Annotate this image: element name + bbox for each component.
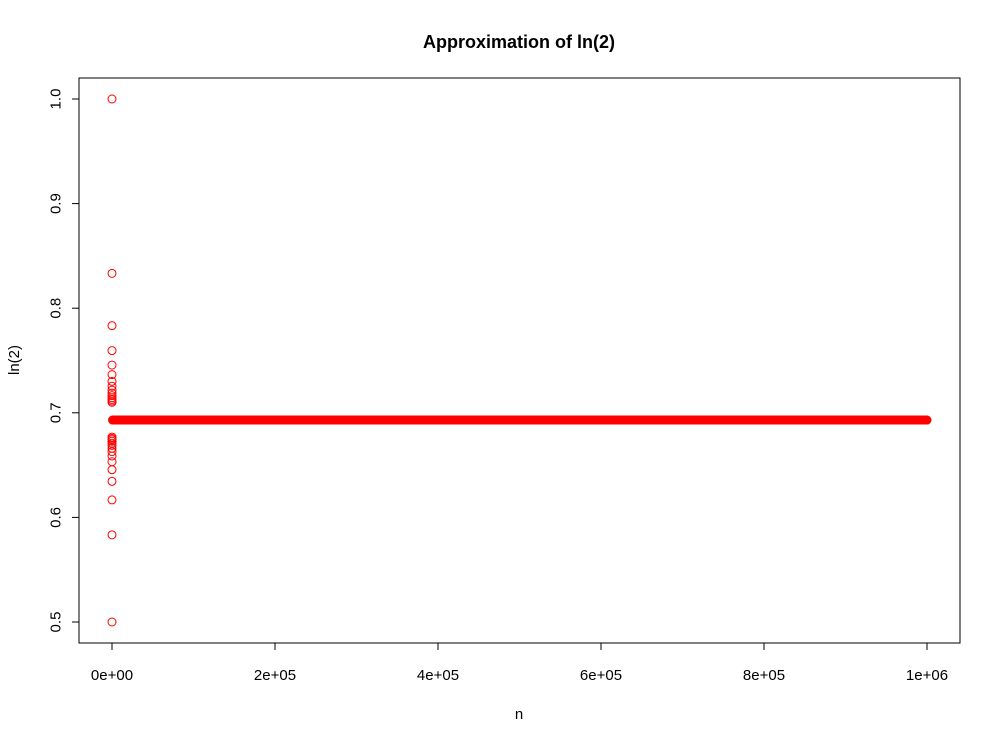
data-point [107, 94, 117, 104]
y-tick-label: 1.0 [48, 89, 65, 110]
x-axis: 0e+00 2e+05 4e+05 6e+05 8e+05 1e+06 [91, 642, 948, 684]
x-tick-label: 4e+05 [417, 667, 459, 684]
data-point [107, 432, 117, 442]
chart-title: Approximation of ln(2) [423, 32, 615, 52]
x-tick-label: 2e+05 [254, 667, 296, 684]
data-point [107, 370, 117, 380]
y-tick-label: 0.8 [48, 298, 65, 319]
x-tick-label: 1e+06 [906, 667, 948, 684]
data-point [107, 381, 117, 391]
converged-points-band [108, 415, 931, 425]
data-point [107, 495, 117, 505]
data-point [107, 376, 117, 386]
data-point [107, 321, 117, 331]
data-point [107, 268, 117, 278]
x-tick-label: 0e+00 [91, 667, 133, 684]
y-axis-label: ln(2) [6, 345, 23, 375]
data-point [107, 457, 117, 467]
y-tick-label: 0.7 [48, 402, 65, 423]
data-point [922, 415, 932, 425]
data-point [107, 530, 117, 540]
y-tick-label: 0.9 [48, 193, 65, 214]
data-points [107, 94, 932, 627]
y-tick-label: 0.5 [48, 612, 65, 633]
plot-frame [78, 77, 961, 644]
data-point [107, 617, 117, 627]
x-tick-label: 6e+05 [580, 667, 622, 684]
data-point [107, 391, 117, 401]
x-tick-label: 8e+05 [743, 667, 785, 684]
data-point [107, 465, 117, 475]
y-tick-label: 0.6 [48, 507, 65, 528]
x-axis-label: n [515, 706, 523, 723]
data-point [107, 443, 117, 453]
data-point [107, 346, 117, 356]
data-point [107, 476, 117, 486]
data-point [107, 397, 117, 407]
data-point [107, 360, 117, 370]
y-axis: 0.5 0.6 0.7 0.8 0.9 1.0 [48, 89, 80, 633]
